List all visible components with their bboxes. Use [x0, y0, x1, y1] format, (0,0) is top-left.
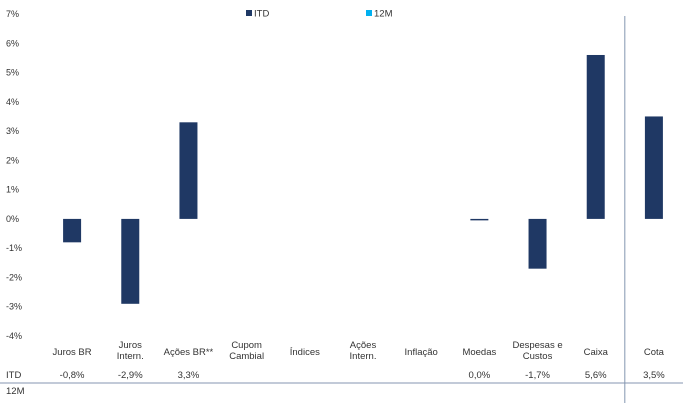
bar-itd: [121, 218, 140, 304]
category-label: Custos: [523, 351, 553, 362]
category-label: Ações BR**: [164, 347, 214, 358]
y-tick-label: -1%: [6, 243, 22, 253]
row-label-12m: 12M: [6, 386, 25, 397]
category-label: Cambial: [229, 351, 264, 362]
category-label: Cota: [644, 347, 665, 358]
y-tick-label: 3%: [6, 126, 19, 136]
y-tick-label: 1%: [6, 185, 19, 195]
category-label: Despesas e: [512, 340, 562, 351]
data-table: ITD -0,8% -2,9% 3,3% 0,0% -1,7% 5,6% 3,5% 12M: [0, 370, 683, 397]
category-label: Juros: [119, 340, 142, 351]
legend: ITD 12M: [246, 9, 393, 20]
y-axis: -4% -3% -2% -1% 0% 1% 2% 3% 4% 5% 6% 7%: [6, 9, 22, 341]
data-label: -0,8%: [60, 370, 85, 381]
bar-itd: [63, 218, 82, 243]
bar-itd: [644, 116, 663, 219]
category-label: Cupom: [231, 340, 262, 351]
y-tick-label: 0%: [6, 214, 19, 224]
y-tick-label: 2%: [6, 155, 19, 165]
category-label: Ações: [350, 340, 377, 351]
category-label: Inflação: [405, 347, 438, 358]
category-label: Intern.: [350, 351, 377, 362]
y-tick-label: 6%: [6, 38, 19, 48]
legend-swatch-12m: [366, 10, 372, 16]
row-label-itd: ITD: [6, 370, 21, 381]
y-tick-label: 7%: [6, 9, 19, 19]
bar-itd: [179, 122, 198, 219]
y-tick-label: -3%: [6, 302, 22, 312]
category-label: Intern.: [117, 351, 144, 362]
bar-itd: [586, 54, 605, 219]
category-label: Juros BR: [53, 347, 92, 358]
y-tick-label: -2%: [6, 272, 22, 282]
y-tick-label: 5%: [6, 68, 19, 78]
bar-itd: [528, 218, 547, 269]
data-label: 3,5%: [643, 370, 665, 381]
bars: [63, 54, 663, 304]
data-label: 0,0%: [469, 370, 491, 381]
legend-label-12m: 12M: [374, 9, 393, 20]
data-label: 3,3%: [178, 370, 200, 381]
category-label: Caixa: [584, 347, 609, 358]
category-label: Índices: [290, 347, 320, 358]
data-label: -2,9%: [118, 370, 143, 381]
bar-itd: [470, 218, 489, 221]
y-tick-label: 4%: [6, 97, 19, 107]
data-label: -1,7%: [525, 370, 550, 381]
legend-swatch-itd: [246, 10, 252, 16]
legend-label-itd: ITD: [254, 9, 269, 20]
data-label: 5,6%: [585, 370, 607, 381]
category-label: Moedas: [462, 347, 496, 358]
y-tick-label: -4%: [6, 331, 22, 341]
